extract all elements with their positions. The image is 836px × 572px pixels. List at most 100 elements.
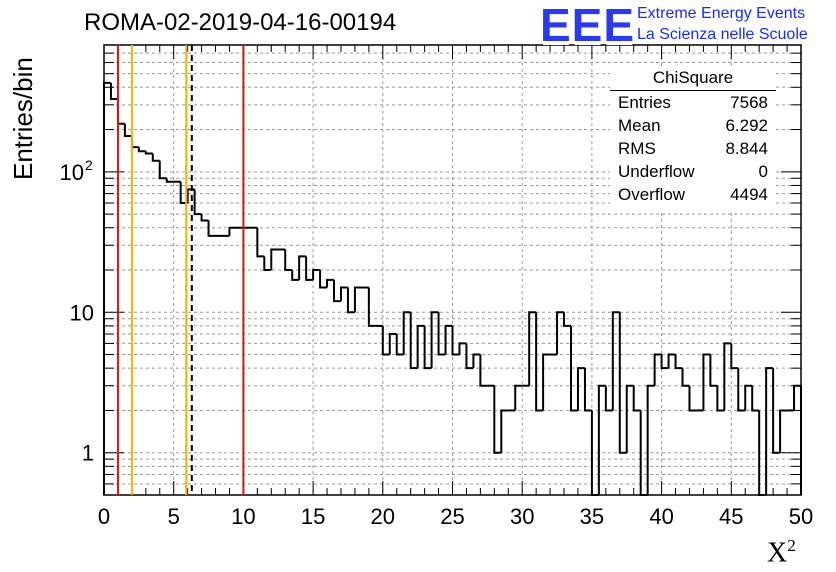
histogram-bin [618,312,627,454]
stats-label: Entries [618,93,671,112]
histogram-bin [137,147,146,153]
stats-row-rms: RMS 8.844 [618,139,768,159]
logo-line-2: La Scienza nelle Scuole [637,26,808,43]
histogram-bin [793,384,801,411]
histogram-bin [312,269,321,280]
histogram-bin [660,354,669,370]
stats-value: 8.844 [725,139,768,158]
stats-separator [610,90,776,91]
x-tick-label: 0 [98,504,110,529]
stats-row-entries: Entries 7568 [618,93,768,113]
histogram-bin [611,311,620,411]
histogram-bin [709,354,718,387]
y-tick-label: 10 [70,300,94,325]
histogram-bin [653,353,662,386]
x-tick-labels: 0 5 10 15 20 25 30 35 40 45 50 [98,504,813,529]
histogram-bin [353,286,362,313]
histogram-bin [430,311,439,369]
histogram-bin [158,160,167,180]
stats-value: 6.292 [725,116,768,135]
logo-caption: Extreme Energy Events La Scienza nelle S… [637,3,808,45]
histogram-bin [437,312,446,356]
x-tick-label: 30 [510,504,534,529]
histogram-bin [583,368,592,412]
histogram-bin [604,385,613,412]
histogram-bin [207,220,216,237]
histogram-bin [500,409,509,453]
histogram-bin [458,342,467,355]
histogram-bin [200,214,209,222]
histogram-bin [444,324,453,355]
histogram-bin [639,410,648,496]
histogram-bin [576,367,585,411]
histogram-bin [597,384,606,495]
logo-line-1: Extreme Energy Events [637,5,806,22]
histogram-bin [772,368,781,454]
histogram-bin [319,270,328,289]
histogram-bin [409,312,418,370]
histogram-bin [228,226,237,236]
histogram-bin [193,189,202,216]
x-tick-label: 50 [789,504,813,529]
histogram-bin [305,256,314,281]
histogram-bin [758,410,767,496]
histogram-bin [151,153,160,162]
histogram-bin [479,354,488,387]
histogram-bin [514,384,523,411]
histogram-bin [625,384,634,453]
y-tick-label: 1 [82,441,94,466]
histogram-bin [528,311,537,386]
histogram-bin [688,385,697,412]
histogram-bin [284,249,293,271]
histogram-bin [737,368,746,412]
histogram-bin [367,287,376,327]
y-tick-label-exponent: 2 [85,157,93,173]
histogram-bin [388,333,397,355]
x-axis-label-main: X [767,537,788,569]
x-tick-label: 25 [440,504,464,529]
stats-row-mean: Mean 6.292 [618,116,768,136]
stats-label: Mean [618,116,661,135]
histogram-bin [130,135,139,149]
histogram-bin [333,279,341,303]
x-tick-label: 40 [649,504,673,529]
stats-label: Underflow [618,162,695,181]
histogram-bin [298,255,307,280]
histogram-bin [326,278,335,288]
histogram-bin [451,325,460,356]
histogram-bin [744,384,753,411]
histogram-bin [632,385,641,412]
histogram-bin [535,312,544,412]
x-axis-label: X2 [767,536,796,569]
histogram-bin [123,123,132,137]
x-tick-label: 20 [371,504,395,529]
histogram-bin [779,409,788,453]
threshold-lines [116,45,245,495]
stats-row-overflow: Overflow 4494 [618,185,768,205]
histogram-bin [730,343,739,370]
histogram-bin [109,82,118,101]
histogram-bin [165,178,174,183]
y-tick-label: 10 [60,160,84,185]
y-axis-label: Entries/bin [8,57,38,180]
stats-row-underflow: Underflow 0 [618,162,768,182]
histogram-bin [346,287,355,314]
chart-title: ROMA-02-2019-04-16-00194 [84,9,397,36]
histogram-bin [556,311,565,355]
histogram-bin [674,354,683,370]
histogram-bin [702,353,711,411]
histogram-bin [569,325,578,412]
histogram-bin [263,256,272,271]
histogram-bin [646,384,655,495]
histogram-bin [667,353,676,369]
histogram-bin [590,410,599,496]
histogram-bin [751,385,760,412]
x-axis-label-sup: 2 [787,536,796,555]
x-tick-label: 10 [231,504,255,529]
stats-value: 7568 [730,93,768,112]
histogram-bin [116,99,125,125]
x-tick-label: 5 [168,504,180,529]
stats-label: Overflow [618,185,686,204]
